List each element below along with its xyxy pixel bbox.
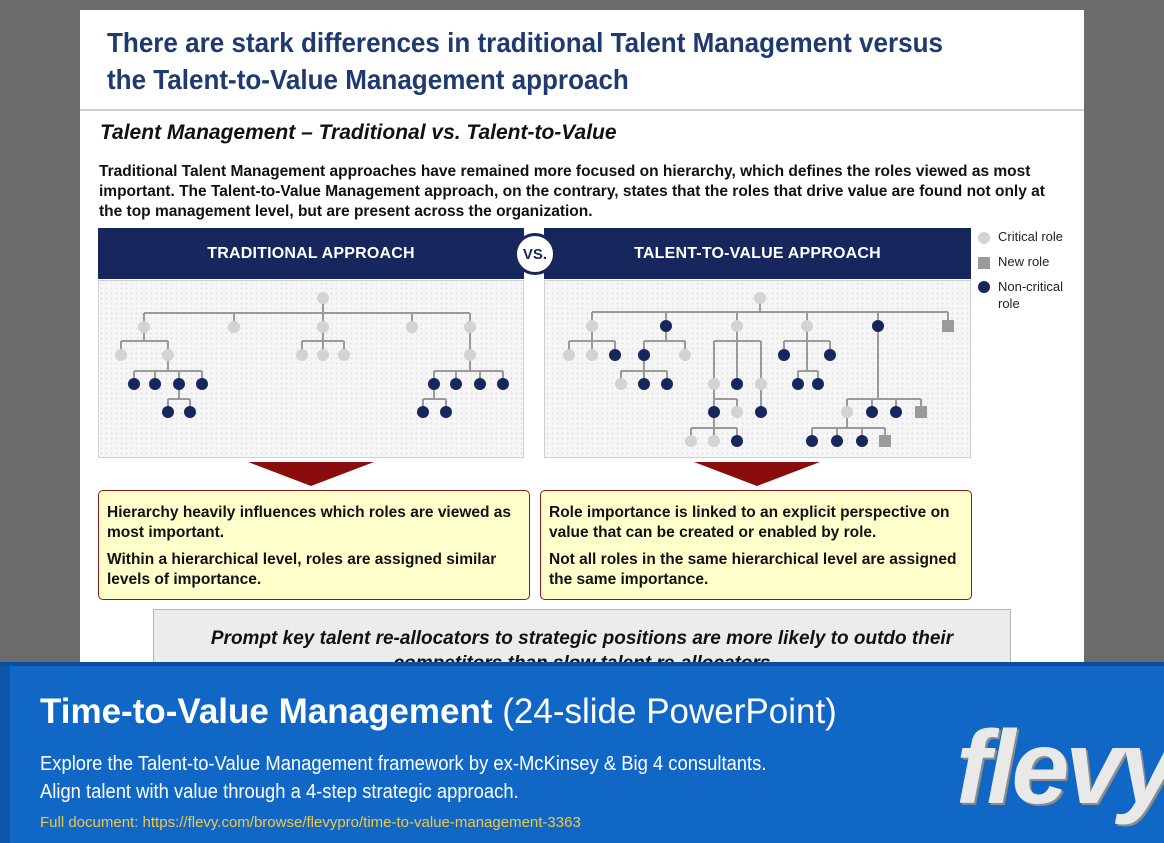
banner-title-suffix: (24-slide PowerPoint) (492, 692, 837, 731)
key-insight-quote-box: Prompt key talent re-allocators to strat… (153, 609, 1011, 670)
slide-title-line1: There are stark differences in tradition… (107, 27, 943, 58)
new-role-icon (978, 257, 990, 269)
banner-title-main: Time-to-Value Management (40, 692, 493, 731)
traditional-approach-label: TRADITIONAL APPROACH (207, 244, 415, 262)
talent-to-value-callout-text-2: Not all roles in the same hierarchical l… (549, 551, 957, 588)
slide: There are stark differences in tradition… (80, 10, 1084, 670)
title-divider (80, 109, 1084, 111)
talent-to-value-approach-label: TALENT-TO-VALUE APPROACH (634, 244, 881, 262)
legend-item-new-role: New role (978, 254, 1084, 269)
traditional-approach-header: TRADITIONAL APPROACH (98, 228, 524, 279)
non-critical-role-icon (978, 281, 990, 293)
talent-to-value-callout: Role importance is linked to an explicit… (540, 490, 972, 600)
critical-role-icon (978, 232, 990, 244)
traditional-callout-text-1: Hierarchy heavily influences which roles… (107, 504, 512, 541)
legend-item-non-critical-role: Non-critical role (978, 278, 1084, 312)
full-document-link[interactable]: Full document: https://flevy.com/browse/… (40, 814, 581, 831)
vs-badge: VS. (514, 233, 556, 275)
vs-label: VS. (522, 245, 548, 263)
legend-label: New role (998, 254, 1050, 269)
talent-to-value-down-arrow-icon (694, 462, 820, 486)
talent-to-value-org-chart-diagram (563, 292, 954, 447)
flevy-logo[interactable]: flevy (956, 710, 1164, 826)
banner-accent-bar (0, 666, 10, 843)
traditional-callout: Hierarchy heavily influences which roles… (98, 490, 530, 600)
banner-description: Explore the Talent-to-Value Management f… (40, 750, 766, 806)
traditional-org-chart-diagram (115, 292, 509, 418)
slide-intro-text: Traditional Talent Management approaches… (99, 163, 1045, 220)
slide-subtitle: Talent Management – Traditional vs. Tale… (100, 121, 617, 144)
legend-item-critical-role: Critical role (978, 229, 1084, 244)
promo-banner: Time-to-Value Management (24-slide Power… (0, 662, 1164, 843)
talent-to-value-callout-text-1: Role importance is linked to an explicit… (549, 504, 950, 541)
talent-to-value-org-chart (544, 280, 971, 458)
banner-description-line1: Explore the Talent-to-Value Management f… (40, 753, 767, 775)
talent-to-value-approach-header: TALENT-TO-VALUE APPROACH (544, 228, 971, 279)
legend-label: Critical role (998, 229, 1064, 244)
banner-title: Time-to-Value Management (24-slide Power… (40, 692, 837, 732)
traditional-callout-text-2: Within a hierarchical level, roles are a… (107, 551, 497, 588)
traditional-down-arrow-icon (248, 462, 374, 486)
legend-label: Non-critical role (998, 279, 1064, 311)
traditional-org-chart (98, 280, 524, 458)
slide-title-line2: the Talent-to-Value Management approach (107, 64, 629, 95)
slide-title: There are stark differences in tradition… (107, 24, 991, 98)
banner-description-line2: Align talent with value through a 4-step… (40, 781, 519, 803)
